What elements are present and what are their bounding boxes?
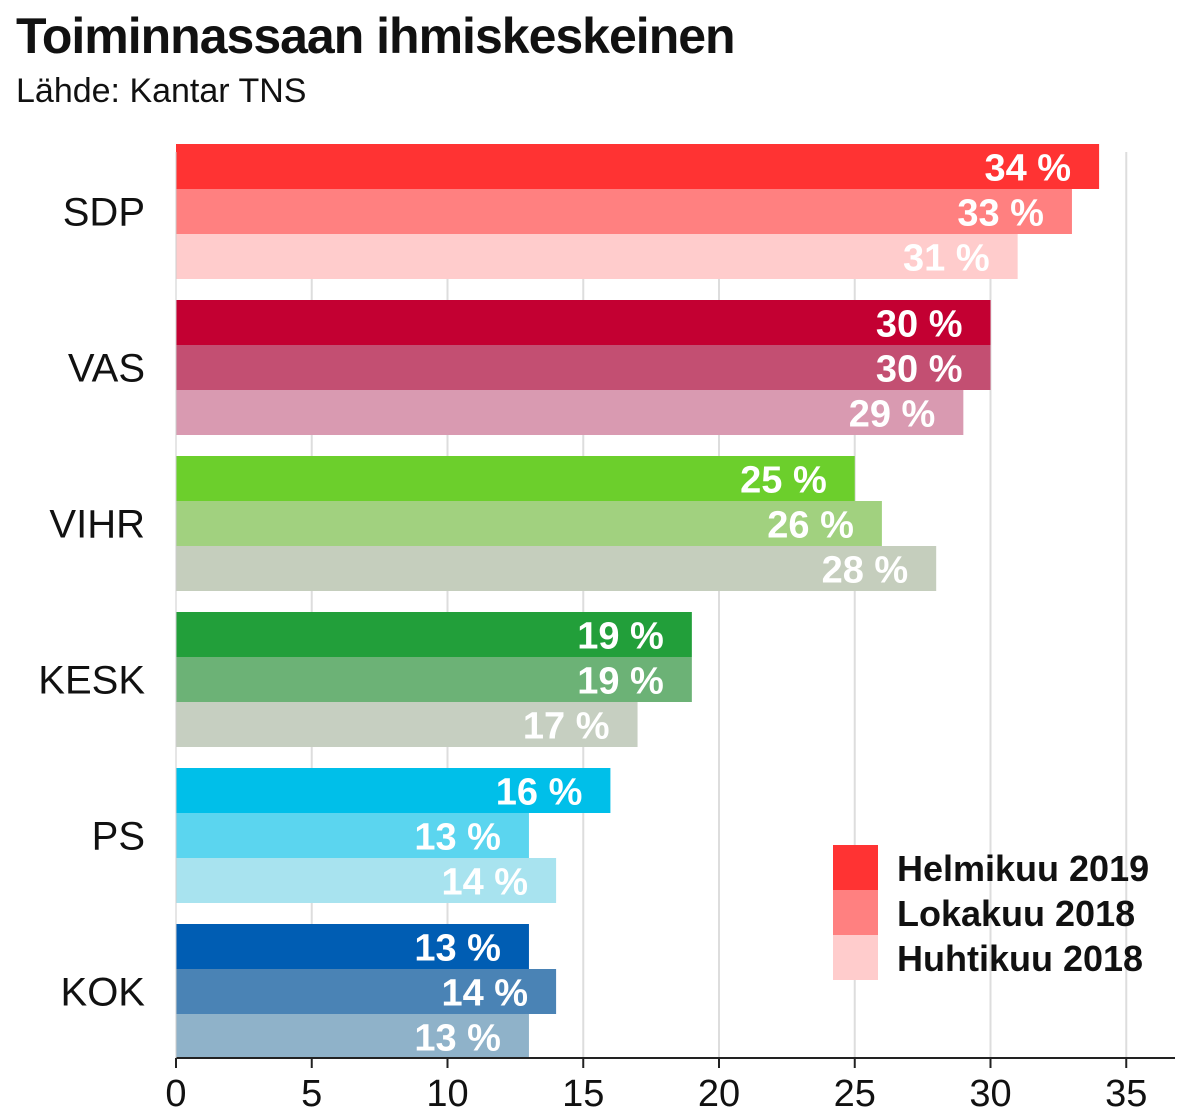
- category-label-kesk: KESK: [38, 659, 145, 703]
- x-tick-label-15: 15: [562, 1073, 604, 1115]
- category-label-vihr: VIHR: [49, 503, 145, 547]
- x-tick-label-0: 0: [165, 1073, 186, 1115]
- data-label-ps-3: 14 %: [441, 862, 528, 904]
- bar-vihr-3: [176, 546, 937, 591]
- data-label-kesk-1: 19 %: [577, 616, 664, 658]
- data-label-vihr-3: 28 %: [822, 550, 909, 592]
- chart-title: Toiminnassaan ihmiskeskeinen: [16, 8, 736, 64]
- legend-label-1: Helmikuu 2019: [897, 848, 1149, 889]
- data-label-ps-1: 16 %: [496, 772, 583, 814]
- legend-label-3: Huhtikuu 2018: [897, 938, 1143, 979]
- bar-vas-1: [176, 300, 991, 345]
- chart-subtitle: Lähde: Kantar TNS: [16, 72, 307, 110]
- x-axis: 0 5 10 15 20 25 30 35: [165, 152, 1175, 1115]
- data-label-kok-2: 14 %: [441, 973, 528, 1015]
- data-label-kesk-2: 19 %: [577, 661, 664, 703]
- data-label-kesk-3: 17 %: [523, 706, 610, 748]
- data-label-vas-3: 29 %: [849, 394, 936, 436]
- bar-kok-3: [176, 1014, 529, 1059]
- x-tick-label-25: 25: [834, 1073, 876, 1115]
- data-label-vas-2: 30 %: [876, 349, 963, 391]
- bar-vas-2: [176, 345, 991, 390]
- bar-vas-3: [176, 390, 964, 435]
- bar-kok-1: [176, 924, 529, 969]
- bar-kok-2: [176, 969, 557, 1014]
- data-label-kok-1: 13 %: [414, 928, 501, 970]
- data-label-sdp-1: 34 %: [984, 148, 1071, 190]
- bar-ps-1: [176, 768, 611, 813]
- category-labels: SDP VAS VIHR KESK PS KOK: [38, 191, 145, 1015]
- category-label-ps: PS: [92, 815, 145, 859]
- category-label-sdp: SDP: [63, 191, 145, 235]
- bar-kesk-1: [176, 612, 692, 657]
- x-tick-label-20: 20: [698, 1073, 740, 1115]
- bar-sdp-1: [176, 144, 1100, 189]
- data-label-ps-2: 13 %: [414, 817, 501, 859]
- legend-swatch-3: [833, 935, 878, 980]
- legend-label-2: Lokakuu 2018: [897, 893, 1135, 934]
- x-tick-label-10: 10: [426, 1073, 468, 1115]
- bar-vihr-2: [176, 501, 882, 546]
- bar-sdp-2: [176, 189, 1072, 234]
- data-label-kok-3: 13 %: [414, 1018, 501, 1060]
- bar-sdp-3: [176, 234, 1018, 279]
- bar-ps-2: [176, 813, 529, 858]
- data-label-vihr-1: 25 %: [740, 460, 827, 502]
- data-label-sdp-3: 31 %: [903, 238, 990, 280]
- bar-kesk-3: [176, 702, 638, 747]
- x-tick-label-30: 30: [969, 1073, 1011, 1115]
- x-tick-label-35: 35: [1105, 1073, 1147, 1115]
- data-label-vas-1: 30 %: [876, 304, 963, 346]
- data-label-sdp-2: 33 %: [957, 193, 1044, 235]
- x-tick-label-5: 5: [301, 1073, 322, 1115]
- bar-vihr-1: [176, 456, 855, 501]
- category-label-kok: KOK: [61, 971, 146, 1015]
- bars: 34 %33 %31 %30 %30 %29 %25 %26 %28 %19 %…: [176, 144, 1100, 1060]
- legend-swatch-2: [833, 890, 878, 935]
- data-label-vihr-2: 26 %: [767, 505, 854, 547]
- legend-swatch-1: [833, 845, 878, 890]
- bar-kesk-2: [176, 657, 692, 702]
- category-label-vas: VAS: [68, 347, 145, 391]
- bar-ps-3: [176, 858, 557, 903]
